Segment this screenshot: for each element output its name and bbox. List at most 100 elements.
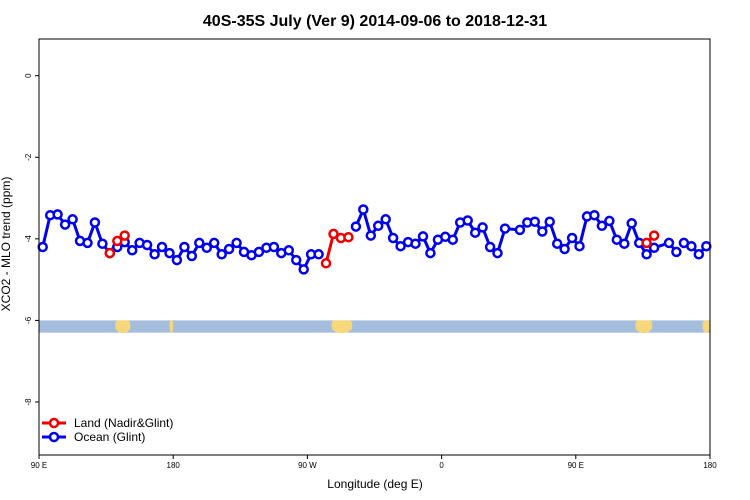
x-tick-label: 90 E (568, 461, 584, 470)
x-axis: 90 E 180 90 W 0 90 E 180 (31, 455, 717, 470)
ocean-point (82, 237, 93, 249)
ocean-point (268, 241, 280, 253)
y-axis-label: XCO2 - MLO trend (ppm) (0, 177, 13, 312)
ocean-point (59, 219, 71, 230)
land-blob (702, 320, 710, 331)
x-tick-label: 90 E (31, 461, 47, 470)
ocean-point (164, 247, 175, 259)
ocean-point (395, 240, 406, 252)
ocean-point (89, 217, 101, 228)
land-point (641, 237, 652, 249)
y-tick-label: -6 (24, 316, 33, 324)
ocean-point (171, 254, 183, 266)
ocean-point (290, 254, 302, 266)
ocean-point (52, 209, 63, 220)
ocean-point (596, 220, 608, 232)
chart-title: 40S-35S July (Ver 9) 2014-09-06 to 2018-… (203, 13, 547, 30)
legend-ocean-marker (48, 431, 60, 443)
ocean-point (425, 247, 436, 259)
ocean-point (686, 240, 697, 252)
land-point (104, 247, 116, 259)
ocean-point (514, 224, 526, 236)
ocean-point (194, 237, 205, 249)
ocean-point (626, 218, 637, 229)
land-blob-tail (170, 328, 173, 334)
land-point (119, 230, 130, 241)
plot-frame (38, 38, 711, 456)
x-tick-label: 180 (703, 461, 717, 470)
land-blob (331, 320, 353, 331)
land-point (328, 228, 339, 240)
y-axis: 0 -2 -4 -6 -8 (24, 73, 39, 406)
ocean-point (208, 237, 220, 249)
ocean-point (544, 216, 555, 227)
ocean-point (372, 220, 384, 232)
ocean-point (141, 239, 153, 251)
ocean-point (671, 246, 682, 258)
ocean-point (529, 216, 541, 227)
land-sea-band (39, 320, 710, 334)
land-blob (635, 320, 653, 331)
ocean-point (97, 238, 108, 249)
ocean-point (663, 237, 675, 249)
x-tick-label: 180 (167, 461, 181, 470)
ocean-band (39, 320, 710, 333)
ocean-point (201, 242, 213, 254)
ocean-point (462, 215, 473, 226)
ocean-point (417, 231, 429, 242)
ocean-point (37, 241, 48, 253)
legend: Land (Nadir&Glint) Ocean (Glint) (42, 416, 173, 444)
ocean-point (179, 241, 190, 253)
legend-land-label: Land (Nadir&Glint) (74, 416, 173, 430)
land-blob (115, 320, 131, 331)
land-point (343, 231, 354, 243)
ocean-point (156, 241, 168, 253)
ocean-point (283, 245, 295, 256)
y-tick-label: -4 (24, 235, 33, 243)
land-blob-tail (637, 328, 650, 334)
ocean-point (410, 238, 421, 249)
ocean-point (447, 234, 459, 245)
ocean-point (574, 240, 585, 252)
legend-ocean-label: Ocean (Glint) (74, 430, 145, 444)
ocean-point (611, 234, 623, 245)
x-axis-label: Longitude (deg E) (327, 477, 422, 491)
ocean-point (358, 204, 369, 215)
land-point (112, 235, 123, 247)
ocean-point (701, 240, 712, 252)
ocean-point (253, 246, 265, 258)
ocean-point (477, 222, 488, 233)
ocean-point (67, 214, 78, 225)
x-tick-label: 0 (439, 461, 444, 470)
ocean-point (186, 250, 198, 262)
land-point (648, 230, 660, 241)
ocean-point (604, 215, 615, 227)
ocean-point (387, 232, 399, 244)
land-blob-tail (703, 328, 709, 334)
ocean-point (537, 226, 548, 237)
ocean-point (484, 241, 496, 253)
ocean-point (350, 221, 362, 232)
y-tick-label: 0 (24, 73, 33, 78)
ocean-point (648, 242, 660, 254)
ocean-point (551, 238, 563, 249)
x-tick-label: 90 W (298, 461, 317, 470)
ocean-point (313, 249, 324, 260)
ocean-point (693, 249, 705, 260)
land-point (320, 258, 332, 269)
ocean-point (619, 238, 630, 249)
ocean-point (298, 264, 309, 275)
ocean-point (216, 249, 227, 260)
y-tick-label: -2 (24, 153, 33, 161)
legend-land-marker (48, 417, 60, 429)
ocean-point (149, 249, 160, 260)
y-tick-label: -8 (24, 398, 33, 406)
series-layer (37, 204, 712, 275)
ocean-point (365, 230, 377, 241)
ocean-point (559, 243, 570, 255)
ocean-point (380, 214, 391, 225)
ocean-point (589, 209, 600, 221)
ocean-point (469, 227, 481, 238)
ocean-point (126, 245, 138, 256)
